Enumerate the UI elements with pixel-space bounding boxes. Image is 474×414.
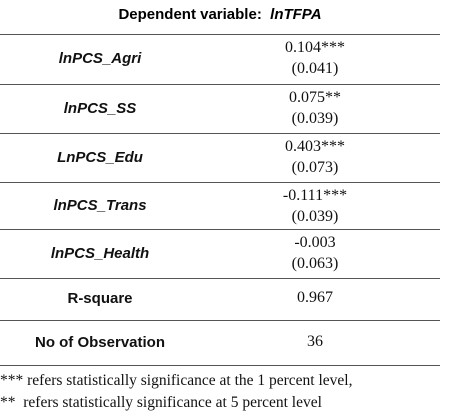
stat-value: 0.967 — [297, 289, 333, 306]
standard-error: (0.039) — [291, 208, 339, 225]
row-rule — [0, 365, 440, 366]
standard-error: (0.073) — [291, 159, 339, 176]
coefficient: -0.111*** — [282, 187, 348, 204]
footnote: ** refers statistically significance at … — [0, 394, 322, 411]
row-rule — [0, 133, 440, 134]
coefficient: 0.104*** — [285, 39, 345, 56]
row-rule — [0, 278, 440, 279]
variable-label: lnPCS_Health — [50, 244, 150, 262]
header-rule — [0, 34, 440, 35]
standard-error: (0.063) — [291, 255, 339, 272]
standard-error: (0.039) — [291, 110, 339, 127]
table-header: Dependent variable: lnTFPA — [0, 6, 440, 23]
standard-error: (0.041) — [291, 60, 339, 77]
footnote: *** refers statistically significance at… — [0, 372, 353, 389]
variable-label: lnPCS_Agri — [58, 50, 142, 67]
stat-value: 36 — [307, 332, 323, 350]
stat-label: No of Observation — [34, 333, 165, 351]
header-label: Dependent variable: — [118, 6, 262, 23]
coefficient: -0.003 — [294, 234, 336, 251]
variable-label: LnPCS_Edu — [57, 148, 143, 166]
header-variable: lnTFPA — [270, 6, 322, 23]
row-rule — [0, 84, 440, 85]
row-rule — [0, 182, 440, 183]
row-rule — [0, 229, 440, 230]
stat-label: R-square — [67, 290, 133, 307]
variable-label: lnPCS_Trans — [53, 196, 147, 214]
coefficient: 0.403*** — [285, 138, 345, 155]
variable-label: lnPCS_SS — [63, 99, 137, 117]
row-rule — [0, 320, 440, 321]
coefficient: 0.075** — [289, 89, 341, 106]
